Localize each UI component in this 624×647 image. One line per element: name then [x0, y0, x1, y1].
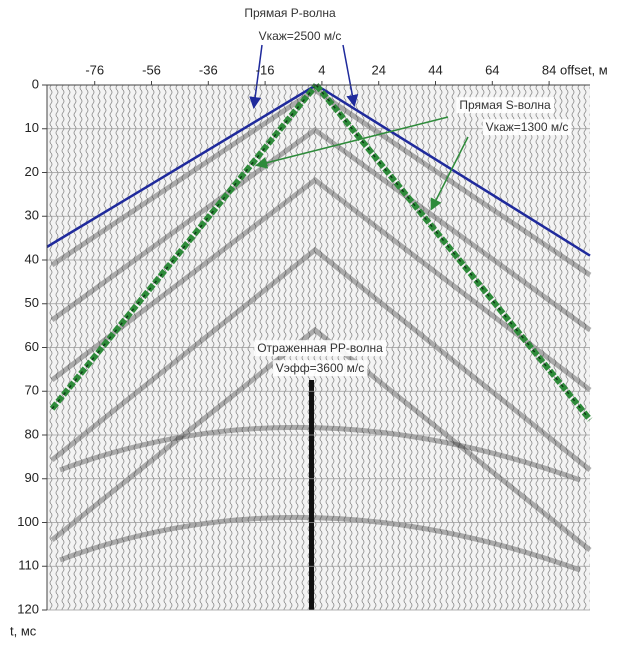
annotation: Vэфф=3600 м/с [276, 361, 365, 375]
y-tick-label: 80 [25, 426, 39, 441]
wave-line [315, 83, 591, 257]
x-tick-label: 44 [428, 62, 442, 77]
wave-line [46, 83, 317, 248]
annotation-bg [456, 97, 555, 114]
annotation-bg [272, 360, 368, 377]
x-tick-label: -56 [142, 62, 161, 77]
annotation: Vкаж=1300 м/с [486, 120, 569, 134]
x-tick-label: -36 [199, 62, 218, 77]
y-tick-label: 90 [25, 470, 39, 485]
y-tick-label: 10 [25, 120, 39, 135]
wave-line-core [315, 84, 591, 421]
annotation: Прямая P-волна [244, 6, 336, 20]
annotation: Отраженная PP-волна [257, 341, 383, 355]
annotation: Vкаж=2500 м/с [259, 29, 342, 43]
labels: 0 10 20 30 40 50 60 70 80 90 100 110 120 -76 -56 -36 -16… [10, 5, 608, 638]
x-axis-label: offset, м [560, 62, 608, 77]
y-tick-label: 100 [17, 514, 39, 529]
arrows [249, 44, 469, 211]
annotation: Прямая S-волна [459, 98, 551, 112]
x-tick-label: 84 [542, 62, 556, 77]
annotation-bg [241, 5, 340, 22]
x-tick-label: 64 [485, 62, 499, 77]
y-tick-label: 50 [25, 295, 39, 310]
wave-line-core [51, 84, 317, 410]
y-tick-label: 0 [32, 76, 39, 91]
x-tick-label: 4 [318, 62, 325, 77]
y-axis-label: t, мс [10, 623, 37, 638]
x-tick-label: -16 [256, 62, 275, 77]
y-tick-label: 110 [18, 558, 39, 573]
y-tick-label: 20 [25, 164, 39, 179]
y-tick-label: 30 [25, 208, 39, 223]
annotation-bg [255, 28, 345, 45]
annotation-bg [482, 119, 572, 136]
annotation-bg [254, 340, 387, 357]
y-tick-label: 40 [25, 251, 39, 266]
x-tick-label: -76 [85, 62, 104, 77]
lines [46, 83, 593, 422]
x-tick-label: 24 [371, 62, 385, 77]
y-tick-label: 60 [25, 339, 39, 354]
y-tick-label: 70 [25, 383, 39, 398]
y-tick-label: 120 [17, 601, 39, 616]
